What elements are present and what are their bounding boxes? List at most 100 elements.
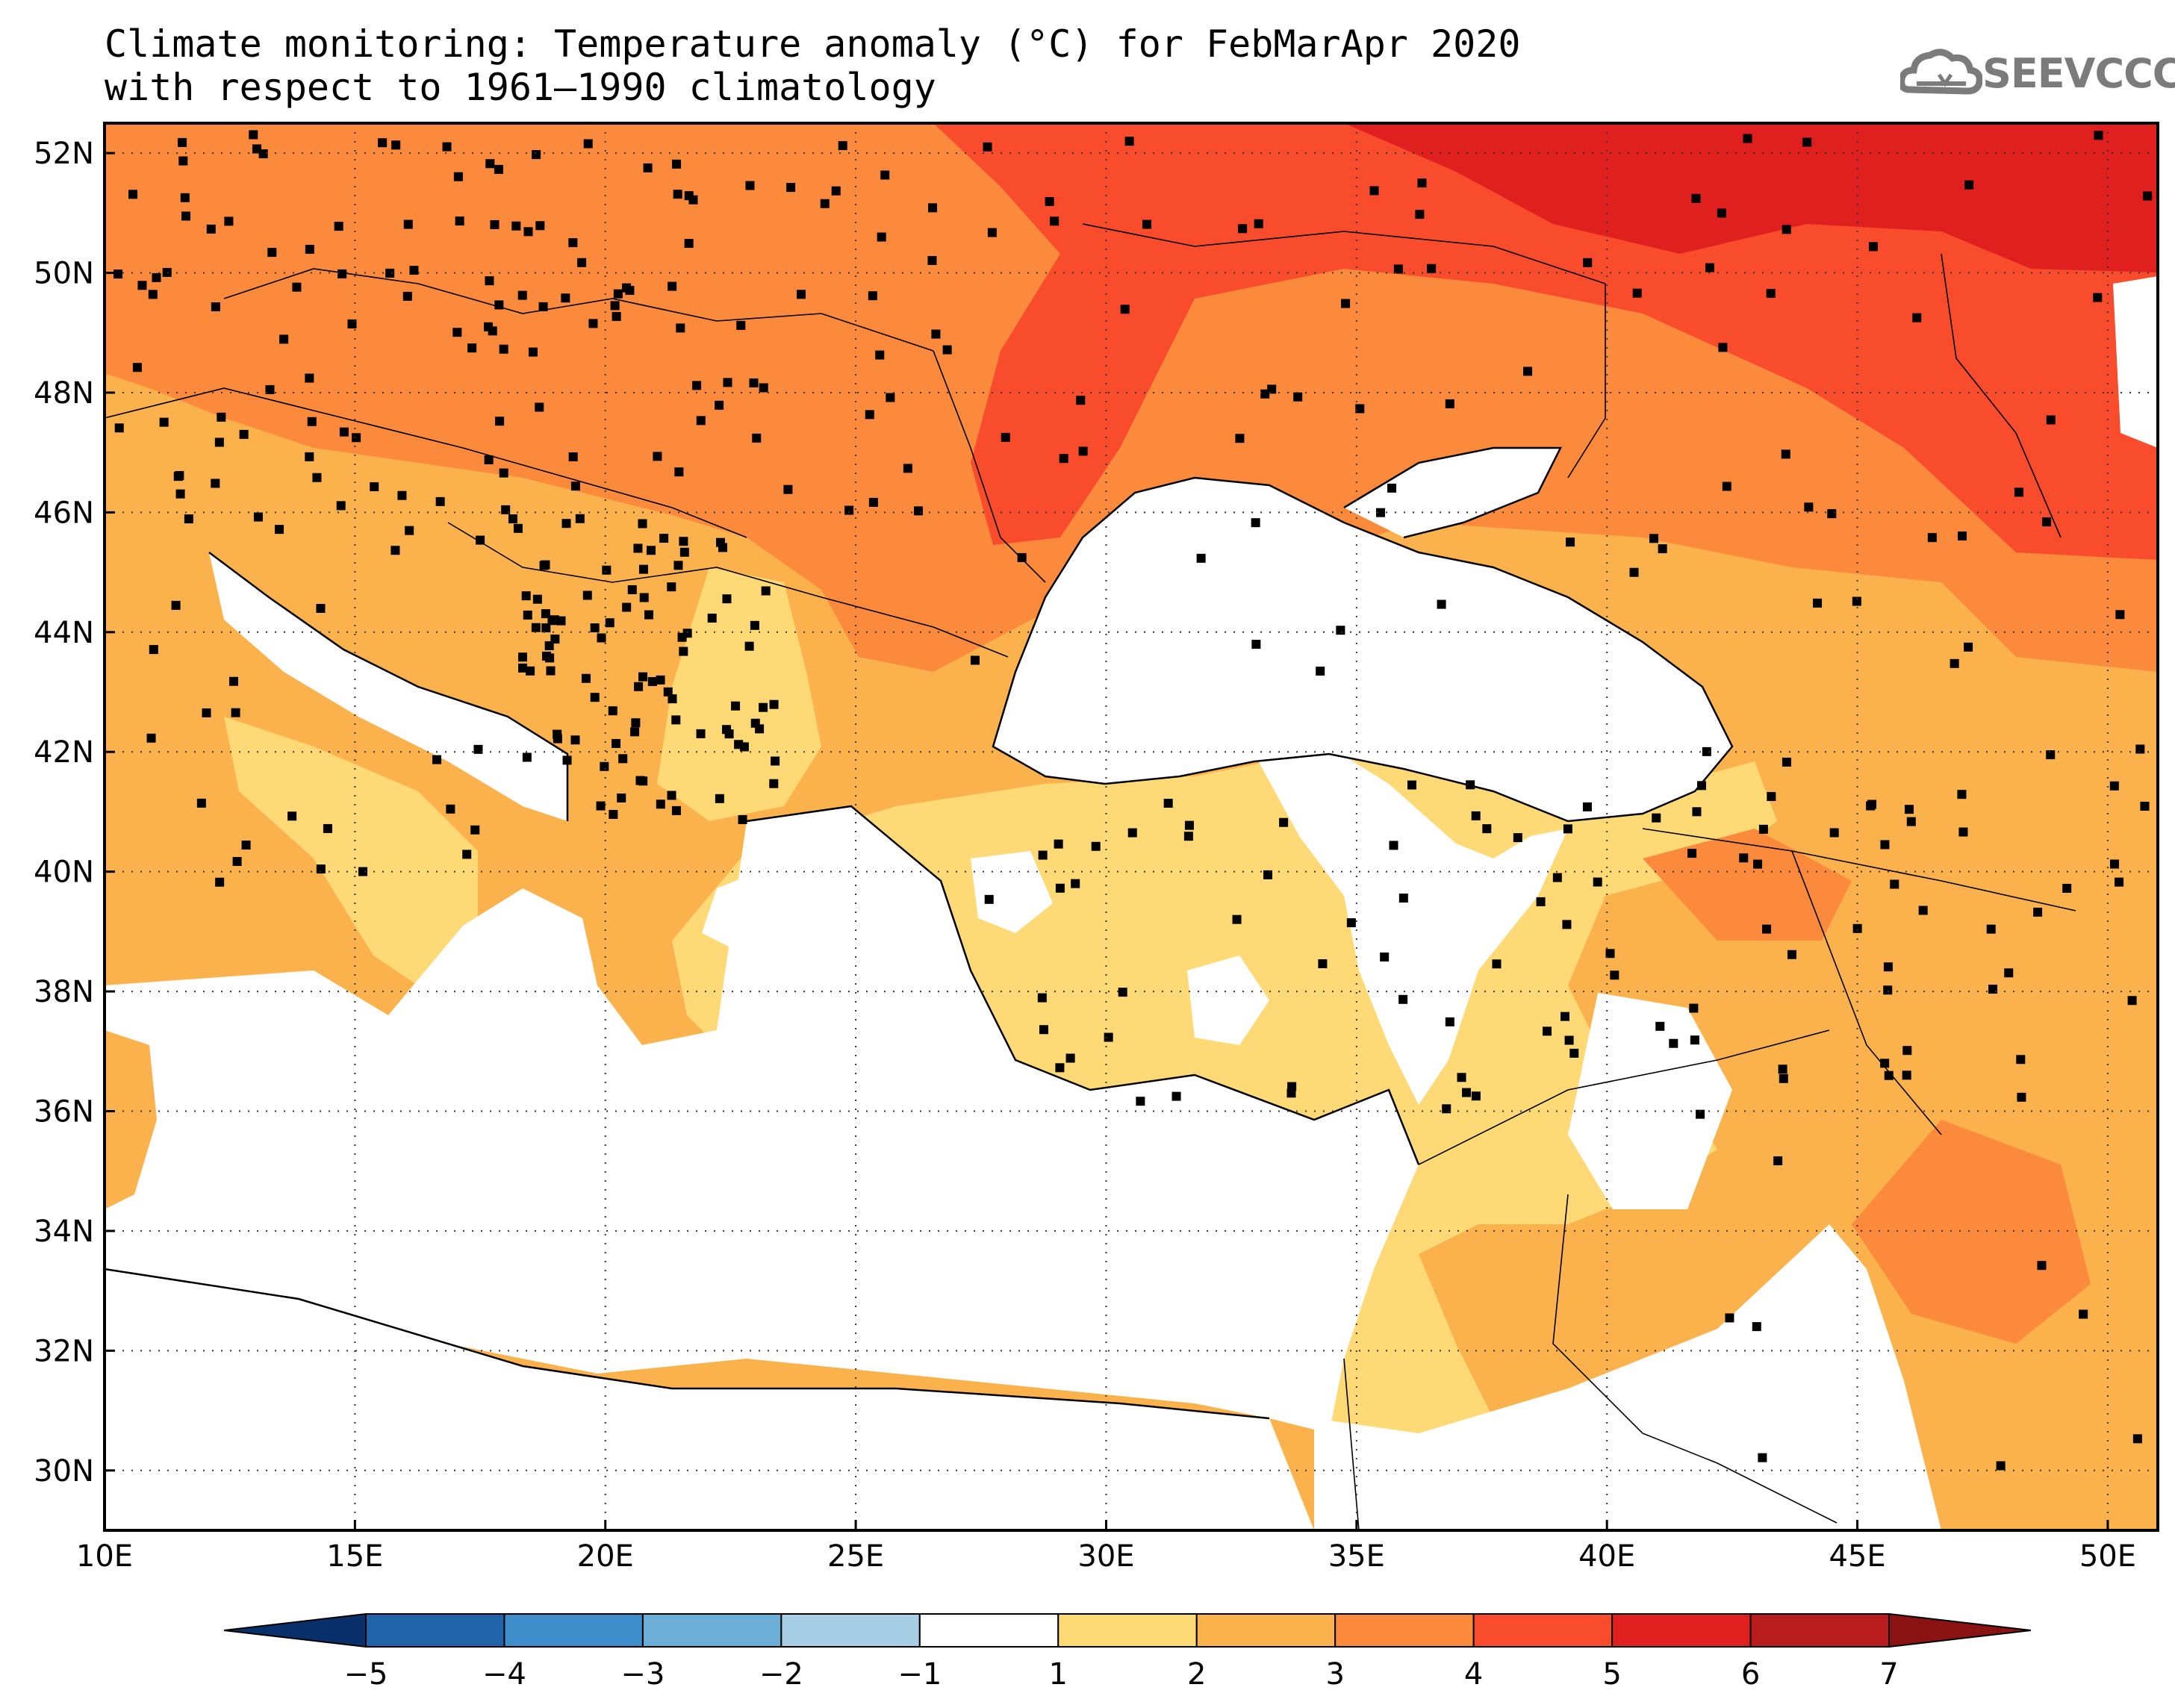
station-marker	[541, 623, 551, 633]
station-marker	[1725, 1313, 1734, 1323]
station-marker	[1260, 389, 1270, 399]
station-marker	[583, 139, 593, 149]
station-marker	[761, 586, 771, 596]
station-marker	[146, 733, 156, 743]
anomaly-band-near-normal-3	[971, 851, 1053, 933]
station-marker	[1054, 839, 1063, 849]
station-marker	[1196, 553, 1206, 563]
station-marker	[1702, 747, 1711, 756]
station-marker	[875, 350, 885, 360]
station-marker	[305, 373, 314, 383]
station-marker	[523, 610, 532, 620]
station-marker	[292, 282, 302, 292]
station-marker	[1286, 1088, 1296, 1098]
station-marker	[984, 894, 994, 904]
station-marker	[517, 290, 527, 300]
station-marker	[1316, 666, 1325, 676]
station-marker	[1183, 832, 1193, 841]
station-marker	[627, 585, 637, 594]
station-marker	[541, 609, 550, 619]
station-marker	[152, 272, 161, 282]
anomaly-field	[105, 123, 2158, 1530]
station-marker	[820, 199, 830, 208]
station-marker	[1655, 1021, 1665, 1031]
station-marker	[532, 150, 541, 160]
station-marker	[1912, 313, 1922, 322]
station-marker	[612, 738, 621, 748]
station-marker	[1652, 813, 1661, 823]
station-marker	[1442, 1104, 1451, 1114]
station-marker	[608, 706, 617, 716]
station-marker	[316, 864, 326, 874]
station-marker	[159, 417, 169, 427]
station-marker	[2115, 610, 2125, 620]
station-marker	[1986, 924, 1996, 934]
lon-tick-label: 15E	[326, 1539, 383, 1574]
station-marker	[1492, 959, 1502, 969]
station-marker	[570, 481, 580, 491]
station-marker	[769, 779, 779, 788]
black-sea	[993, 478, 1732, 821]
station-marker	[638, 519, 647, 529]
station-marker	[1779, 1073, 1788, 1083]
station-marker	[1883, 985, 1893, 995]
station-marker	[1346, 918, 1356, 928]
station-marker	[265, 384, 275, 394]
station-marker	[568, 238, 578, 248]
station-marker	[316, 603, 326, 613]
station-marker	[1906, 817, 1916, 826]
station-marker	[797, 290, 806, 299]
station-marker	[1124, 137, 1134, 146]
station-marker	[2017, 1092, 2026, 1102]
colorbar-segment	[641, 1613, 782, 1648]
station-marker	[312, 473, 322, 482]
colorbar-label: −5	[344, 1657, 388, 1692]
station-marker	[903, 464, 912, 473]
station-marker	[435, 496, 445, 506]
lon-tick-label: 10E	[76, 1539, 133, 1574]
station-marker	[1039, 1025, 1049, 1035]
lon-tick-label: 40E	[1578, 1539, 1635, 1574]
colorbar: −5 −4 −3 −2 −1 1 2 3 4 5 6 7	[223, 1612, 2032, 1692]
station-marker	[531, 623, 541, 632]
station-marker	[1778, 1065, 1787, 1074]
station-marker	[137, 281, 147, 290]
station-marker	[2094, 131, 2103, 140]
station-marker	[744, 641, 754, 651]
station-marker	[114, 423, 124, 433]
title-line-2: with respect to 1961–1990 climatology	[105, 66, 936, 109]
station-marker	[494, 300, 504, 310]
station-marker	[750, 620, 759, 630]
station-marker	[1136, 1097, 1145, 1106]
station-marker	[1017, 552, 1027, 562]
station-marker	[1184, 820, 1194, 830]
station-marker	[132, 363, 142, 373]
station-marker	[633, 543, 643, 553]
station-marker	[358, 867, 368, 876]
station-marker	[1318, 959, 1328, 969]
station-marker	[1852, 596, 1861, 606]
colorbar-label: −2	[759, 1657, 803, 1692]
station-marker	[2016, 1055, 2026, 1065]
station-marker	[1336, 626, 1345, 635]
station-marker	[334, 222, 343, 231]
colorbar-label: 1	[1049, 1657, 1068, 1692]
station-marker	[668, 281, 677, 291]
station-marker	[769, 699, 779, 709]
station-marker	[671, 715, 681, 725]
latitude-axis: 30N 32N 34N 36N 38N 40N 42N 44N 46N 48N 50N 52N	[34, 137, 115, 1489]
station-marker	[745, 181, 755, 190]
station-marker	[232, 856, 242, 866]
station-marker	[1055, 1063, 1065, 1073]
station-marker	[1078, 446, 1088, 456]
station-marker	[2109, 781, 2119, 791]
station-marker	[113, 269, 123, 279]
station-marker	[609, 809, 618, 819]
station-marker	[2127, 996, 2137, 1006]
station-marker	[267, 248, 277, 258]
station-marker	[1001, 432, 1010, 442]
station-marker	[239, 429, 249, 439]
station-markers	[113, 130, 2153, 1471]
station-marker	[149, 645, 158, 655]
